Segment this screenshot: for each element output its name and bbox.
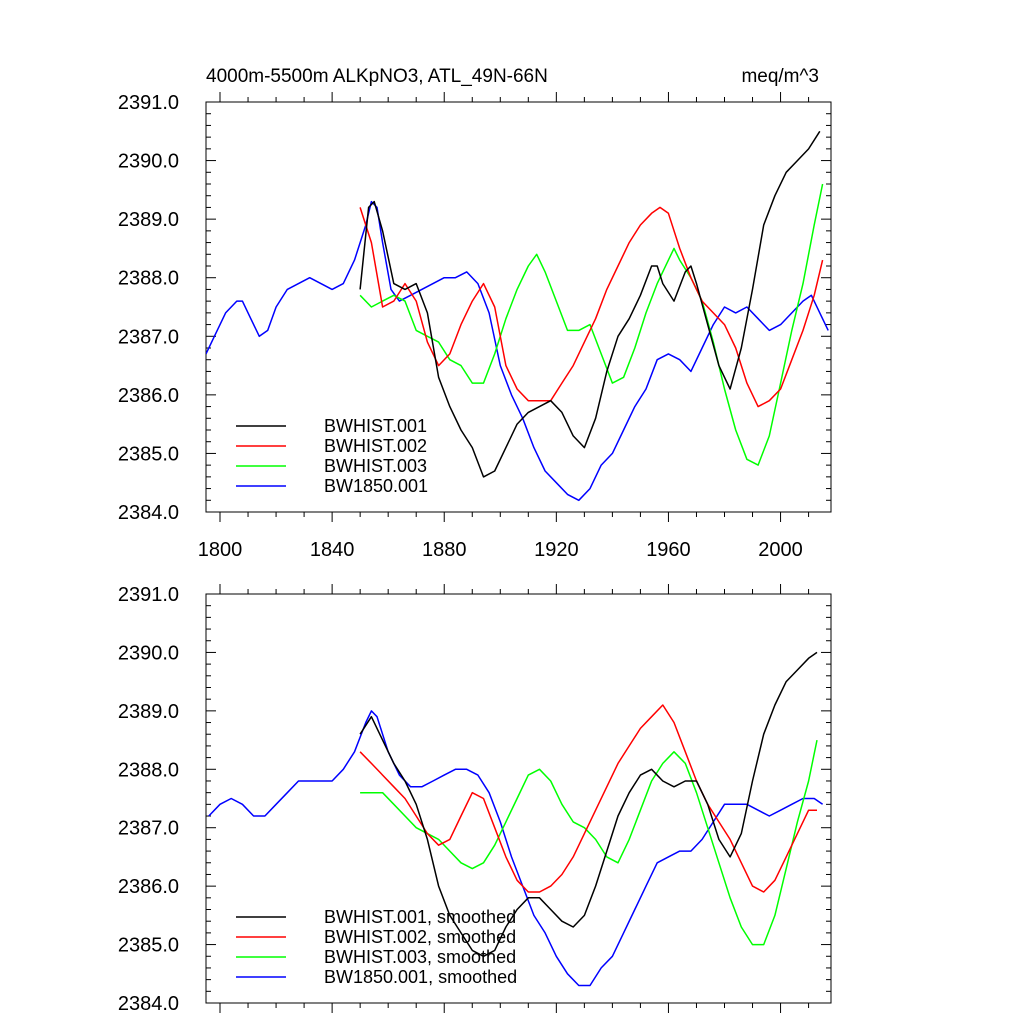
chart-title: 4000m-5500m ALKpNO3, ATL_49N-66N [206,66,548,87]
y-tick-label: 2388.0 [118,759,179,781]
x-tick-label: 1920 [534,539,579,561]
x-tick-label: 1960 [646,539,691,561]
series-line-bwhist-002 [359,206,824,408]
legend-label: BWHIST.002, smoothed [324,927,516,947]
y-tick-label: 2384.0 [118,993,179,1015]
y-tick-label: 2389.0 [118,209,179,231]
series-line-bwhist-001 [359,130,821,478]
y-tick-label: 2385.0 [118,443,179,465]
legend-label: BWHIST.003, smoothed [324,947,516,967]
legend-label: BW1850.001, smoothed [324,967,517,987]
top-panel: 2384.0 2385.0 2386.0 2387.0 2388.0 2389.0 2390… [118,66,832,561]
y-tick-label: 2389.0 [118,701,179,723]
plot-frame [205,593,832,1004]
legend-label: BW1850.001 [324,476,428,496]
series-line-bwhist-003 [359,183,824,466]
y-tick-label: 2387.0 [118,818,179,840]
y-tick-label: 2386.0 [118,876,179,898]
y-tick-label: 2386.0 [118,385,179,407]
legend-label: BWHIST.002 [324,436,427,456]
x-tick-label: 1880 [422,539,467,561]
y-tick-label: 2388.0 [118,268,179,290]
series-line-bwhist-001-smoothed [359,651,818,958]
x-tick-label: 2000 [758,539,803,561]
x-tick-label: 1800 [198,539,243,561]
legend-label: BWHIST.001 [324,416,427,436]
y-tick-label: 2387.0 [118,326,179,348]
y-tick-label: 2384.0 [118,502,179,524]
series-line-bwhist-002-smoothed [359,704,817,893]
bottom-panel: 2384.0 2385.0 2386.0 2387.0 2388.0 2389.0 2390… [118,584,832,1015]
series-line-bwhist-003-smoothed [360,739,818,946]
series-line-bw1850-001-smoothed [208,710,824,987]
units-label: meq/m^3 [741,66,819,87]
legend-label: BWHIST.003 [324,456,427,476]
y-tick-label: 2391.0 [118,584,179,606]
x-tick-label: 1840 [310,539,355,561]
y-tick-label: 2390.0 [118,642,179,664]
y-tick-label: 2385.0 [118,935,179,957]
y-tick-label: 2390.0 [118,151,179,173]
legend-label: BWHIST.001, smoothed [324,907,516,927]
plot-frame [205,101,832,513]
y-tick-label: 2391.0 [118,92,179,114]
series-line-bw1850-001 [206,200,829,502]
